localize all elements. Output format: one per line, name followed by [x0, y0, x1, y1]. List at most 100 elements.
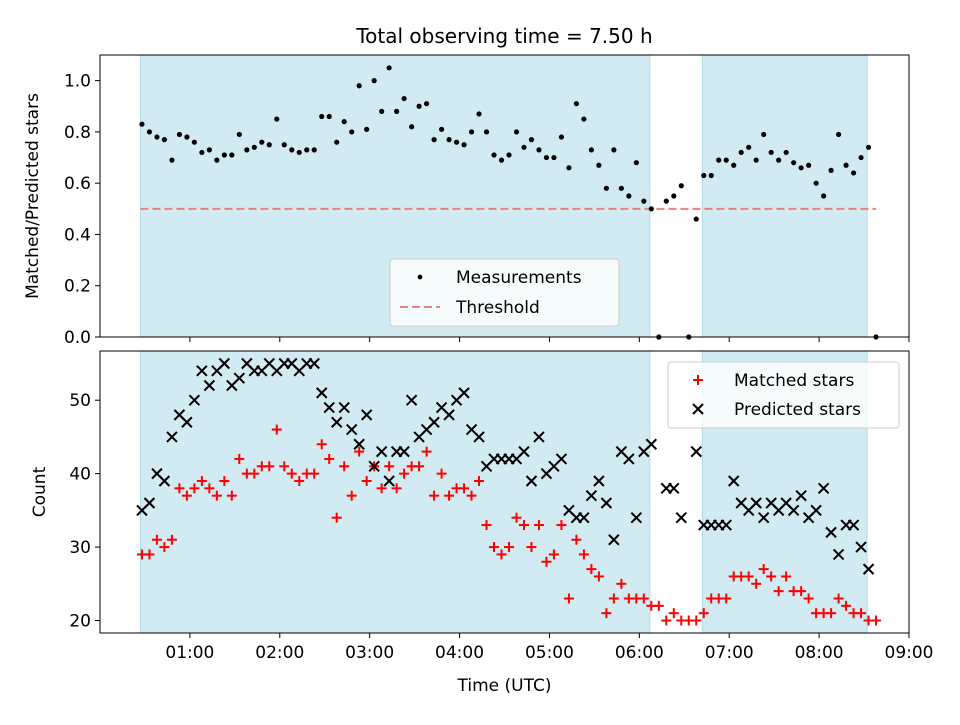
- predicted-star-point: [428, 416, 440, 428]
- matched-star-point: [339, 461, 350, 472]
- measurement-point: [476, 111, 482, 117]
- predicted-star-point: [405, 394, 418, 406]
- measurement-point: [835, 131, 842, 138]
- predicted-star-point: [847, 519, 860, 531]
- x-axis-label: Time (UTC): [457, 676, 552, 696]
- measurement-point: [663, 198, 669, 204]
- measurement-point: [543, 154, 550, 161]
- predicted-star-point: [308, 357, 320, 370]
- predicted-star-point: [832, 548, 845, 561]
- predicted-star-point: [375, 445, 388, 458]
- matched-star-point: [159, 542, 170, 553]
- measurement-point: [461, 142, 467, 148]
- measurement-point: [356, 83, 362, 89]
- measurement-point: [289, 147, 295, 153]
- bottom-x-ticks: 01:00 02:00 03:00 04:00 05:00 06:00 07:00 08:00…: [165, 633, 934, 663]
- measurement-point: [603, 185, 609, 191]
- predicted-star-point: [600, 497, 613, 509]
- bottom-legend-box: [667, 361, 900, 429]
- matched-star-point: [841, 600, 852, 611]
- measurement-point: [708, 172, 714, 179]
- predicted-star-point: [578, 511, 590, 524]
- measurement-point: [206, 147, 212, 153]
- matched-star-point: [234, 453, 245, 464]
- matched-star-point: [653, 600, 664, 611]
- measurement-point: [184, 134, 190, 140]
- x-tick-label: 03:00: [345, 643, 394, 663]
- predicted-star-point: [675, 511, 687, 524]
- predicted-star-point: [398, 445, 410, 458]
- matched-star-point: [518, 520, 529, 531]
- measurement-point: [701, 172, 707, 179]
- measurement-point: [169, 157, 175, 163]
- predicted-star-point: [728, 475, 740, 487]
- matched-star-point: [444, 490, 455, 501]
- top-y-tick-label: 0.0: [64, 328, 91, 348]
- chart-title: Total observing time = 7.50 h: [355, 24, 652, 48]
- predicted-star-point: [233, 372, 246, 384]
- x-tick-label: 07:00: [705, 643, 754, 663]
- measurement-point: [828, 167, 834, 173]
- matched-star-point: [376, 483, 387, 494]
- measurement-point: [783, 149, 789, 156]
- matched-star-point: [496, 549, 507, 560]
- predicted-star-point: [623, 453, 635, 465]
- top-y-tick-label: 0.8: [64, 123, 91, 143]
- top-x-ticks: [189, 337, 910, 342]
- predicted-star-point: [203, 379, 216, 392]
- predicted-star-point: [585, 489, 598, 502]
- measurement-point: [161, 137, 168, 143]
- matched-star-point: [151, 534, 162, 545]
- matched-star-point: [466, 490, 477, 501]
- legend-measurements-label: Measurements: [456, 268, 582, 288]
- top-y-tick-label: 0.6: [64, 174, 91, 194]
- measurement-point: [491, 152, 497, 158]
- observing-window: [701, 54, 868, 338]
- measurement-point: [326, 113, 332, 120]
- top-y-tick-label: 0.4: [64, 225, 91, 245]
- measurement-point: [199, 149, 205, 156]
- matched-star-point: [608, 593, 619, 604]
- matched-star-point: [271, 424, 282, 435]
- matched-star-point: [309, 468, 320, 479]
- measurement-point: [379, 108, 385, 114]
- measurement-point: [858, 154, 864, 161]
- measurement-point: [386, 65, 392, 71]
- measurement-point: [468, 129, 475, 135]
- matched-star-point: [316, 439, 327, 450]
- predicted-star-point: [383, 475, 395, 487]
- matched-star-point: [174, 483, 185, 494]
- measurement-point: [611, 147, 617, 153]
- matched-star-point: [196, 475, 207, 486]
- matched-star-point: [436, 468, 447, 479]
- matched-star-point: [219, 475, 230, 486]
- matched-star-point: [803, 593, 814, 604]
- predicted-star-point: [181, 416, 193, 428]
- predicted-star-point: [787, 504, 800, 517]
- matched-star-point: [773, 586, 784, 597]
- predicted-star-point: [862, 563, 875, 575]
- matched-star-point: [144, 549, 155, 560]
- x-tick-label: 01:00: [165, 643, 214, 663]
- matched-star-point: [249, 468, 260, 479]
- legend-predicted-label: Predicted stars: [734, 400, 861, 420]
- measurement-point: [850, 170, 857, 176]
- measurement-point: [521, 144, 527, 150]
- predicted-star-point: [668, 482, 680, 495]
- measurement-point: [446, 137, 452, 143]
- measurement-point: [371, 78, 377, 84]
- measurement-point: [259, 139, 265, 145]
- predicted-star-point: [458, 387, 470, 399]
- matched-star-point: [586, 564, 597, 575]
- matched-star-point: [204, 483, 215, 494]
- observing-window: [139, 350, 651, 634]
- matched-star-point: [638, 593, 649, 604]
- measurement-point: [244, 147, 250, 153]
- x-tick-label: 08:00: [795, 643, 844, 663]
- measurement-point: [409, 124, 415, 130]
- bottom-y-axis-label: Count: [30, 466, 50, 517]
- predicted-star-point: [795, 489, 807, 502]
- measurement-point: [528, 137, 535, 143]
- matched-star-point: [511, 512, 522, 523]
- measurement-point: [281, 142, 287, 148]
